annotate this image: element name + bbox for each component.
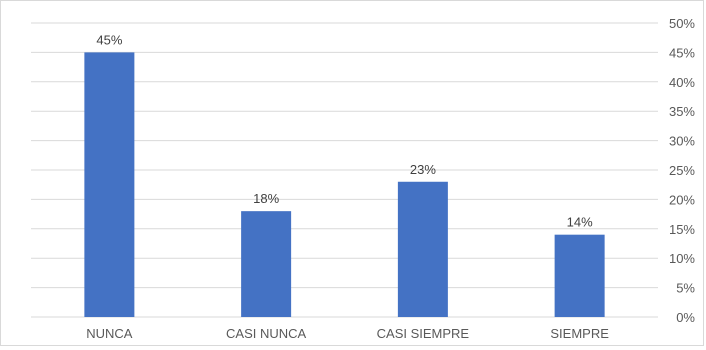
y-tick-label: 15%: [669, 222, 695, 237]
data-labels: 45% 18% 23% 14%: [96, 32, 593, 229]
y-tick-label: 45%: [669, 45, 695, 60]
data-label: 18%: [253, 191, 279, 206]
y-tick-label: 35%: [669, 104, 695, 119]
gridlines: [31, 22, 658, 318]
category-label: CASI SIEMPRE: [377, 326, 470, 341]
bar: [84, 52, 135, 318]
y-tick-label: 10%: [669, 251, 695, 266]
bar: [241, 211, 292, 317]
y-tick-label: 20%: [669, 192, 695, 207]
category-label: SIEMPRE: [550, 326, 609, 341]
bars: [84, 52, 605, 318]
y-tick-label: 25%: [669, 163, 695, 178]
data-label: 45%: [96, 32, 122, 47]
y-tick-label: 5%: [676, 281, 695, 296]
x-axis-categories: NUNCA CASI NUNCA CASI SIEMPRE SIEMPRE: [86, 326, 609, 341]
y-tick-label: 30%: [669, 134, 695, 149]
category-label: CASI NUNCA: [226, 326, 307, 341]
y-tick-label: 40%: [669, 75, 695, 90]
y-tick-label: 50%: [669, 16, 695, 31]
y-tick-label: 0%: [676, 310, 695, 325]
bar: [397, 181, 448, 317]
category-label: NUNCA: [86, 326, 133, 341]
y-axis-ticks: 0% 5% 10% 15% 20% 25% 30% 35% 40% 45% 50%: [669, 16, 695, 325]
bar: [554, 234, 605, 317]
data-label: 23%: [410, 162, 436, 177]
data-label: 14%: [567, 215, 593, 230]
